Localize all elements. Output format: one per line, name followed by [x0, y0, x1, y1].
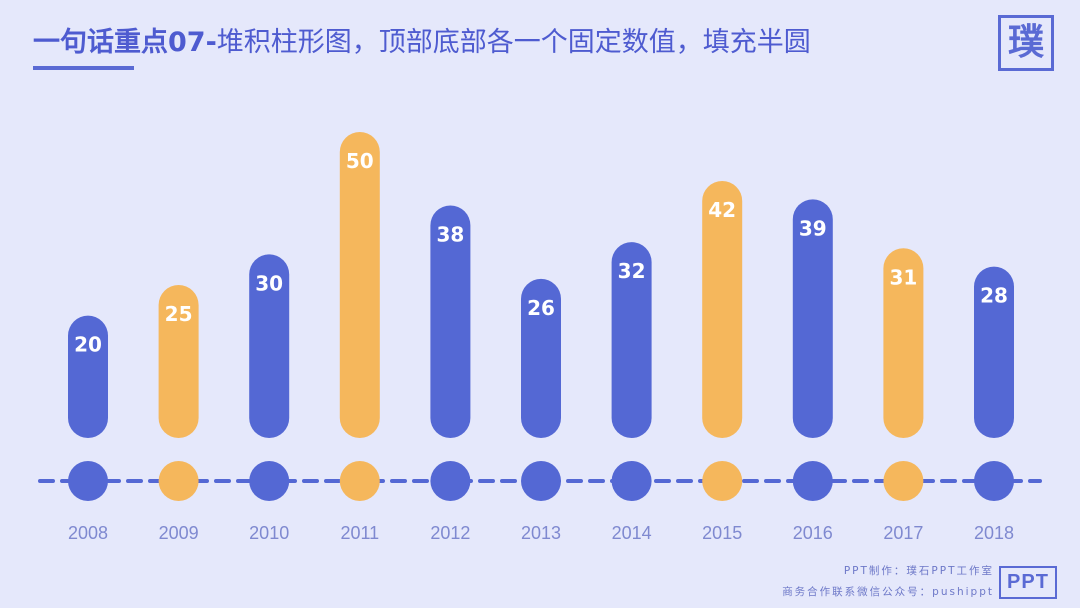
axis-dot-2008 [68, 461, 108, 501]
axis-dot-2009 [158, 461, 199, 501]
x-tick-2015: 2015 [702, 523, 742, 543]
page-title: 一句话重点07-堆积柱形图，顶部底部各一个固定数值，填充半圆 [33, 20, 811, 59]
axis-dot-2013 [521, 461, 561, 501]
value-label-2009: 25 [165, 302, 193, 326]
brand-logo: 璞 [998, 15, 1054, 71]
axis-dot-2017 [883, 461, 924, 501]
bar-2014 [611, 242, 652, 438]
title-underline [33, 66, 134, 70]
page-title-bold: 一句话重点07- [33, 27, 217, 58]
value-label-2008: 20 [74, 333, 102, 357]
bar-2016 [792, 199, 833, 438]
value-label-2014: 32 [618, 259, 646, 283]
x-tick-2017: 2017 [883, 523, 923, 543]
axis-dot-2011 [339, 461, 380, 501]
footer-contact: 商务合作联系微信公众号：pushippt [782, 586, 994, 598]
bars [68, 132, 1014, 438]
x-tick-2014: 2014 [612, 523, 652, 543]
footer-credit: PPT制作：璞石PPT工作室 [843, 565, 994, 577]
x-tick-2011: 2011 [340, 523, 379, 543]
bar-2012 [430, 205, 471, 438]
bar-2018 [974, 266, 1014, 438]
axis-dot-2010 [249, 461, 290, 501]
bar-2011 [339, 132, 380, 438]
bar-2013 [521, 278, 561, 438]
value-label-2016: 39 [799, 216, 827, 240]
value-label-2011: 50 [346, 149, 374, 173]
value-label-2013: 26 [527, 296, 555, 320]
value-label-2015: 42 [708, 198, 736, 222]
bar-2009 [158, 285, 199, 438]
x-tick-2016: 2016 [793, 523, 833, 543]
value-label-2012: 38 [436, 222, 464, 246]
value-label-2017: 31 [889, 265, 917, 289]
bar-2017 [883, 248, 924, 438]
x-tick-2012: 2012 [430, 523, 470, 543]
bar-2008 [68, 315, 108, 438]
axis-dot-2015 [702, 461, 743, 501]
x-tick-2013: 2013 [521, 523, 561, 543]
value-label-2010: 30 [255, 271, 283, 295]
x-tick-2010: 2010 [249, 523, 289, 543]
x-tick-2009: 2009 [159, 523, 199, 543]
axis-dot-2018 [974, 461, 1014, 501]
value-labels: 20 25 30 50 38 26 32 42 39 31 28 [74, 149, 1008, 357]
axis-dot-2012 [430, 461, 471, 501]
value-label-2018: 28 [980, 284, 1008, 308]
x-tick-2018: 2018 [974, 523, 1014, 543]
ppt-badge: PPT [999, 566, 1057, 599]
axis-dot-2016 [792, 461, 833, 501]
bar-2015 [702, 180, 743, 438]
axis-dot-2014 [611, 461, 652, 501]
bar-2010 [249, 254, 290, 438]
page-title-rest: 堆积柱形图，顶部底部各一个固定数值，填充半圆 [216, 27, 811, 58]
axis-dots [68, 461, 1014, 501]
x-tick-2008: 2008 [68, 523, 108, 543]
x-axis-labels: 2008 2009 2010 2011 2012 2013 2014 2015 2016 2017… [68, 523, 1014, 543]
